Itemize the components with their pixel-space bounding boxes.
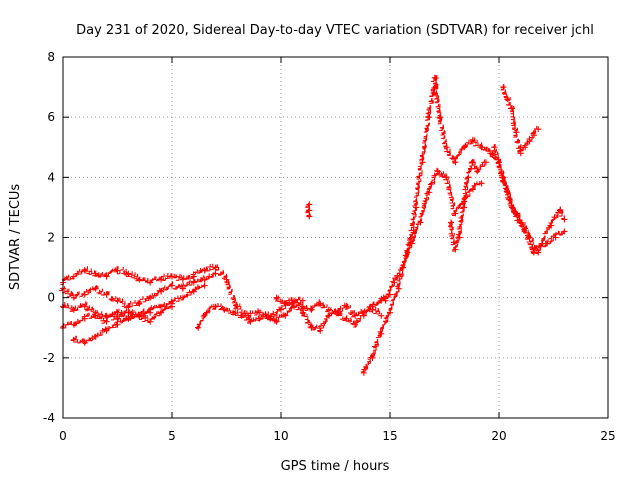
data-point: [378, 312, 385, 319]
series-trace-j: [448, 158, 489, 253]
series-trace-g: [273, 291, 393, 319]
data-point: [169, 303, 175, 310]
series-trace-markers: [361, 74, 565, 373]
x-tick-label: 10: [273, 429, 288, 443]
x-tick-label: 15: [382, 429, 397, 443]
y-tick-label: 0: [47, 291, 55, 305]
series-trace-a: [60, 263, 306, 322]
series-trace-markers: [195, 303, 381, 333]
x-tick-label: 20: [491, 429, 506, 443]
series-trace-markers: [70, 308, 150, 345]
series-trace-markers: [305, 203, 311, 218]
y-tick-label: 4: [47, 170, 55, 184]
x-tick-label: 0: [59, 429, 67, 443]
chart-title: Day 231 of 2020, Sidereal Day-to-day VTE…: [76, 23, 594, 38]
y-tick-label: 8: [47, 50, 55, 64]
series-trace-k: [500, 84, 542, 157]
series-trace-i: [381, 167, 485, 304]
x-axis-title: GPS time / hours: [281, 459, 390, 474]
series-trace-f: [195, 303, 385, 334]
series-trace-b: [59, 270, 219, 310]
data-point: [147, 309, 154, 316]
series-trace-e: [70, 308, 154, 346]
series-trace-l: [491, 144, 568, 256]
series-trace-markers: [59, 271, 215, 309]
data-point: [306, 201, 313, 208]
data-point: [561, 228, 568, 235]
x-tick-label: 5: [168, 429, 176, 443]
x-tick-label: 25: [600, 429, 615, 443]
series-trace-markers: [273, 291, 391, 318]
data-point: [247, 318, 254, 325]
series-trace-markers: [60, 263, 302, 321]
y-tick-label: 6: [47, 110, 55, 124]
y-tick-label: -4: [43, 411, 55, 425]
series-outlier: [305, 201, 313, 220]
series-trace-h: [360, 74, 568, 376]
series-trace-markers: [491, 144, 565, 255]
y-tick-label: -2: [43, 351, 55, 365]
series-trace-markers: [448, 158, 486, 252]
series-trace-markers: [500, 84, 538, 153]
y-tick-label: 2: [47, 231, 55, 245]
y-axis-title: SDTVAR / TECUs: [8, 184, 23, 291]
